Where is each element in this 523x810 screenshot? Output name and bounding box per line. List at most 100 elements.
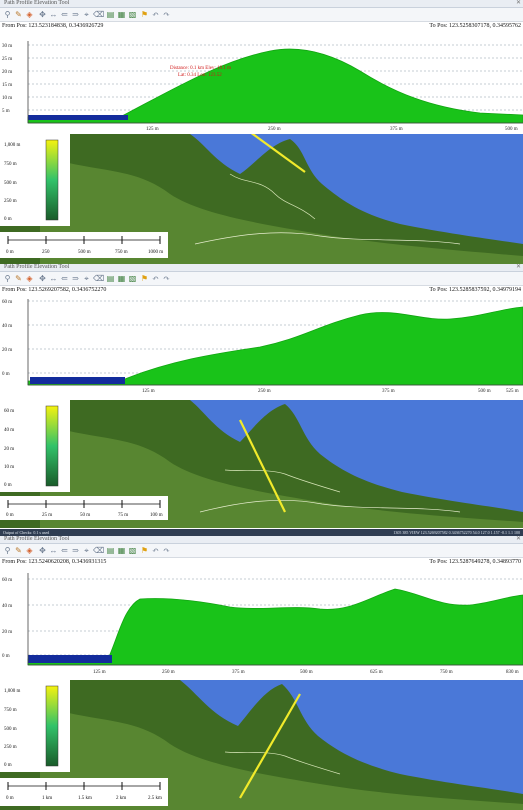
profile-tool-icon[interactable]: ◈ [26, 274, 33, 283]
legend-tick: 250 m [4, 199, 17, 204]
measure-icon[interactable]: ↔ [49, 546, 58, 555]
y-tick-label: 40 m [2, 324, 12, 329]
zoom-icon[interactable]: ⚲ [4, 274, 11, 283]
arrow-right-icon[interactable]: ⇒ [72, 546, 79, 555]
arrow-right-icon[interactable]: ⇒ [72, 10, 79, 19]
redo-icon[interactable]: ↷ [163, 546, 170, 555]
erase-icon[interactable]: ⌫ [93, 10, 105, 19]
flag-icon[interactable]: ⚑ [140, 10, 149, 19]
arrow-left-icon[interactable]: ⇐ [61, 274, 68, 283]
terrain-map-view[interactable]: 1,000 m 750 m 500 m 250 m 0 m 0 m 1 km 1… [0, 680, 523, 810]
close-icon[interactable]: ✕ [515, 536, 521, 542]
flag-icon[interactable]: ⚑ [140, 274, 149, 283]
select-icon[interactable]: ⌖ [84, 10, 89, 19]
export-icon[interactable]: ▧ [128, 546, 137, 555]
pan-icon[interactable]: ✥ [39, 10, 46, 19]
window-titlebar: Path Profile Elevation Tool ✕ [0, 0, 523, 8]
scale-label: 250 [42, 250, 50, 255]
water-profile [28, 115, 128, 120]
profile-annotation: Distance: 0.1 km Elev: 19.1 m [170, 66, 231, 71]
x-tick-label: 830 m [506, 670, 519, 675]
arrow-left-icon[interactable]: ⇐ [61, 546, 68, 555]
zoom-icon[interactable]: ⚲ [4, 10, 11, 19]
arrow-left-icon[interactable]: ⇐ [61, 10, 68, 19]
path-tool-icon[interactable]: ✎ [15, 10, 22, 19]
scale-label: 500 m [78, 250, 91, 255]
undo-icon[interactable]: ↶ [152, 274, 159, 283]
elevation-legend [0, 400, 70, 492]
window-title: Path Profile Elevation Tool [4, 536, 70, 542]
legend-tick: 0 m [4, 483, 12, 488]
chart-icon[interactable]: ▤ [106, 274, 115, 283]
export-icon[interactable]: ▧ [128, 274, 137, 283]
window-titlebar: Path Profile Elevation Tool ✕ [0, 264, 523, 272]
pan-icon[interactable]: ✥ [39, 274, 46, 283]
redo-icon[interactable]: ↷ [163, 274, 170, 283]
zoom-icon[interactable]: ⚲ [4, 546, 11, 555]
close-icon[interactable]: ✕ [515, 0, 521, 6]
profile-tool-icon[interactable]: ◈ [26, 10, 33, 19]
y-tick-label: 30 m [2, 44, 12, 49]
y-tick-label: 0 m [2, 654, 10, 659]
y-tick-label: 0 m [2, 372, 10, 377]
profile-tool-icon[interactable]: ◈ [26, 546, 33, 555]
x-tick-label: 500 m [505, 127, 518, 132]
legend-tick: 750 m [4, 162, 17, 167]
window-title: Path Profile Elevation Tool [4, 0, 70, 6]
legend-tick: 40 m [4, 428, 14, 433]
table-icon[interactable]: ▦ [117, 10, 126, 19]
to-position: To Pos: 123.5287649278, 0.34893770 [429, 559, 521, 565]
measure-icon[interactable]: ↔ [49, 274, 58, 283]
elevation-profile-chart[interactable]: 30 m 25 m 20 m 15 m 10 m 5 m 125 m 250 m… [0, 31, 523, 137]
scale-label: 2 km [116, 796, 126, 801]
elevation-legend [0, 680, 70, 772]
terrain-profile [27, 588, 523, 666]
window-title: Path Profile Elevation Tool [4, 264, 70, 270]
terrain-map-view[interactable]: 1,000 m 750 m 500 m 250 m 0 m 0 m 250 50… [0, 131, 523, 264]
table-icon[interactable]: ▦ [117, 274, 126, 283]
close-icon[interactable]: ✕ [515, 264, 521, 270]
chart-icon[interactable]: ▤ [106, 546, 115, 555]
undo-icon[interactable]: ↶ [152, 546, 159, 555]
export-icon[interactable]: ▧ [128, 10, 137, 19]
elevation-profile-chart[interactable]: 60 m 40 m 20 m 0 m 125 m 250 m 375 m 500… [0, 295, 523, 400]
table-icon[interactable]: ▦ [117, 546, 126, 555]
scale-label: 75 m [118, 513, 128, 518]
x-tick-label: 250 m [268, 127, 281, 132]
terrain-map-view[interactable]: 60 m 40 m 20 m 10 m 0 m 0 m 25 m 50 m 75… [0, 400, 523, 533]
x-tick-label: 375 m [232, 670, 245, 675]
toolbar: ⚲ ✎ ◈ ✥ ↔ ⇐ ⇒ ⌖ ⌫ ▤ ▦ ▧ ⚑ ↶ ↷ [0, 272, 523, 286]
redo-icon[interactable]: ↷ [163, 10, 170, 19]
legend-tick: 1,000 m [4, 143, 21, 148]
select-icon[interactable]: ⌖ [84, 274, 89, 283]
undo-icon[interactable]: ↶ [152, 10, 159, 19]
profile-window-1: Path Profile Elevation Tool ✕ ⚲ ✎ ◈ ✥ ↔ ⇐… [0, 0, 523, 264]
path-line [249, 131, 306, 173]
terrain-profile [27, 48, 523, 124]
measure-icon[interactable]: ↔ [49, 10, 58, 19]
x-tick-label: 125 m [142, 389, 155, 394]
profile-window-2: Path Profile Elevation Tool ✕ ⚲ ✎ ◈ ✥ ↔ ⇐… [0, 264, 523, 536]
legend-tick: 10 m [4, 465, 14, 470]
select-icon[interactable]: ⌖ [84, 546, 89, 555]
legend-tick: 0 m [4, 217, 12, 222]
y-tick-label: 5 m [2, 109, 10, 114]
path-tool-icon[interactable]: ✎ [15, 546, 22, 555]
path-tool-icon[interactable]: ✎ [15, 274, 22, 283]
elevation-profile-chart[interactable]: 60 m 40 m 20 m 0 m 125 m 250 m 375 m 500… [0, 567, 523, 682]
erase-icon[interactable]: ⌫ [93, 274, 105, 283]
erase-icon[interactable]: ⌫ [93, 546, 105, 555]
to-position: To Pos: 123.5258307178, 0.34595762 [429, 23, 521, 29]
scale-label: 1000 m [148, 250, 163, 255]
arrow-right-icon[interactable]: ⇒ [72, 274, 79, 283]
chart-icon[interactable]: ▤ [106, 10, 115, 19]
scale-label: 0 m [6, 250, 14, 255]
flag-icon[interactable]: ⚑ [140, 546, 149, 555]
pan-icon[interactable]: ✥ [39, 546, 46, 555]
x-tick-label: 750 m [440, 670, 453, 675]
coordinate-bar: From Pos: 123.523184838, 0.3436926729 To… [0, 22, 523, 30]
y-tick-label: 15 m [2, 83, 12, 88]
x-tick-label: 525 m [506, 389, 519, 394]
x-tick-label: 500 m [300, 670, 313, 675]
scale-label: 0 m [6, 796, 14, 801]
